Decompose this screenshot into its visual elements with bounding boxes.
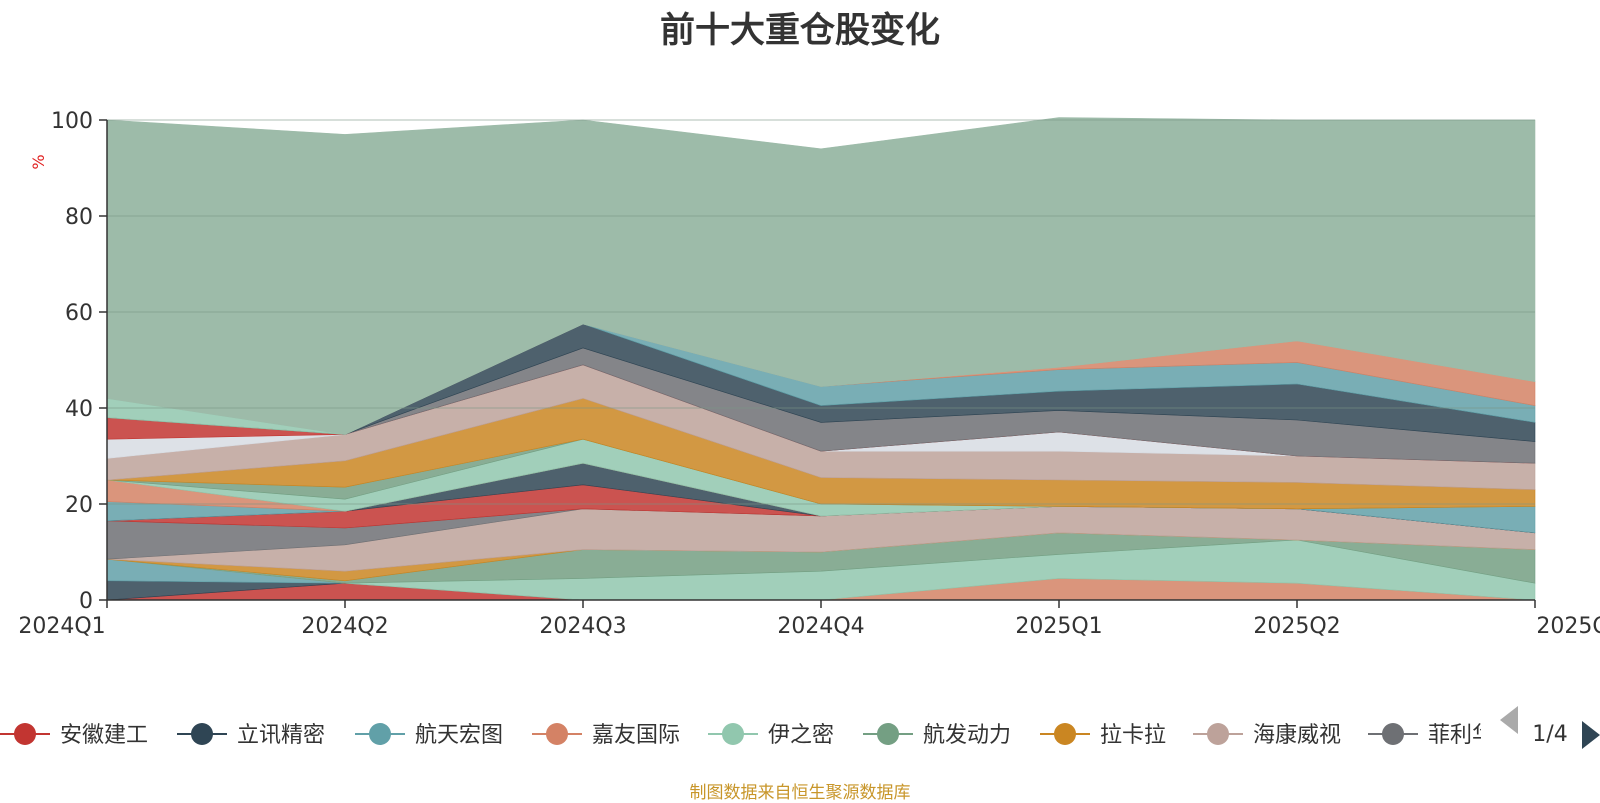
legend-next-arrow-icon[interactable] bbox=[1582, 721, 1600, 749]
legend-marker-icon bbox=[191, 723, 213, 745]
legend-page-indicator: 1/4 bbox=[1532, 722, 1567, 747]
legend-marker-icon bbox=[369, 723, 391, 745]
legend-marker-icon bbox=[1207, 723, 1229, 745]
legend-marker-icon bbox=[722, 723, 744, 745]
legend-marker-icon bbox=[877, 723, 899, 745]
legend-label: 航天宏图 bbox=[415, 723, 503, 748]
y-axis-label: % bbox=[29, 154, 48, 169]
y-tick-label: 0 bbox=[79, 589, 93, 614]
chart-title: 前十大重仓股变化 bbox=[659, 11, 940, 51]
y-tick-label: 40 bbox=[65, 397, 93, 422]
legend-label: 拉卡拉 bbox=[1100, 723, 1166, 748]
legend-item[interactable]: 立讯精密 bbox=[177, 723, 325, 748]
y-tick-label: 60 bbox=[65, 301, 93, 326]
y-tick-label: 100 bbox=[51, 109, 93, 134]
legend-label: 嘉友国际 bbox=[592, 723, 680, 748]
x-tick-label: 2025Q2 bbox=[1253, 614, 1340, 639]
legend-label: 伊之密 bbox=[768, 723, 834, 748]
legend: 安徽建工 立讯精密 航天宏图 嘉友国际 伊之密 航发动力 拉卡拉 海康威视 菲利华 bbox=[0, 723, 1494, 748]
legend-label: 海康威视 bbox=[1253, 723, 1341, 748]
legend-pager: 1/4 bbox=[1500, 706, 1600, 749]
legend-item[interactable]: 安徽建工 bbox=[0, 723, 148, 748]
legend-label: 立讯精密 bbox=[237, 723, 325, 748]
x-tick-label: 2024Q2 bbox=[301, 614, 388, 639]
legend-item[interactable]: 嘉友国际 bbox=[532, 723, 680, 748]
legend-item[interactable]: 航发动力 bbox=[863, 723, 1011, 748]
legend-label: 航发动力 bbox=[923, 723, 1011, 748]
legend-marker-icon bbox=[546, 723, 568, 745]
y-tick-label: 20 bbox=[65, 493, 93, 518]
area-series-24 bbox=[106, 117, 1536, 435]
x-tick-label: 2024Q4 bbox=[777, 614, 864, 639]
legend-item[interactable]: 拉卡拉 bbox=[1040, 723, 1166, 748]
legend-marker-icon bbox=[1054, 723, 1076, 745]
legend-prev-arrow-icon[interactable] bbox=[1500, 706, 1518, 734]
legend-marker-icon bbox=[14, 723, 36, 745]
legend-marker-icon bbox=[1382, 723, 1404, 745]
legend-item[interactable]: 海康威视 bbox=[1193, 723, 1341, 748]
x-tick-label: 2024Q3 bbox=[539, 614, 626, 639]
source-note: 制图数据来自恒生聚源数据库 bbox=[689, 783, 911, 803]
legend-label: 菲利华 bbox=[1428, 723, 1494, 748]
area-layer bbox=[106, 117, 1536, 601]
legend-item[interactable]: 菲利华 bbox=[1368, 723, 1494, 748]
x-tick-label: 2025Q3 bbox=[1536, 614, 1600, 639]
legend-item[interactable]: 伊之密 bbox=[708, 723, 834, 748]
legend-item[interactable]: 航天宏图 bbox=[355, 723, 503, 748]
x-tick-label: 2025Q1 bbox=[1015, 614, 1102, 639]
legend-label: 安徽建工 bbox=[60, 723, 148, 748]
y-tick-label: 80 bbox=[65, 205, 93, 230]
axis-layer: 0 20 40 60 80 100% 2024Q1 2024Q2 2024Q3 2024Q4 202… bbox=[18, 109, 1600, 639]
x-tick-label: 2024Q1 bbox=[18, 614, 105, 639]
